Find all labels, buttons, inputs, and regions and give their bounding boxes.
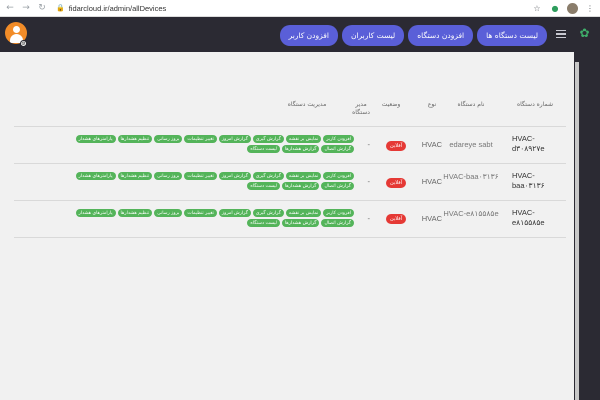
action-chip-button[interactable]: نمایش بر نقشه [285, 172, 322, 180]
action-chip-button[interactable]: گزارش اتصال [321, 182, 354, 190]
action-chip-button[interactable]: گزارش امروز [218, 135, 251, 143]
status-badge: آفلاین [386, 214, 406, 224]
header-type: نوع [427, 101, 437, 108]
header-device-number: شماره دستگاه [516, 101, 554, 108]
device-type: HVAC [421, 214, 442, 223]
main-content: شماره دستگاه نام دستگاه نوع وضعیت مدیر د… [0, 52, 572, 400]
device-name: HVAC-e۸۱۵۵۸۵e [443, 209, 499, 218]
action-chip-button[interactable]: پارامترهای هشدار [75, 172, 116, 180]
action-chip-button[interactable]: پارامترهای هشدار [75, 209, 116, 217]
action-chip-button[interactable]: گزارش هشدارها [281, 182, 320, 190]
action-chip-button[interactable]: گزارش گیری [252, 135, 284, 143]
device-number: HVAC-baa۰۳۱۳۶ [512, 171, 545, 190]
forward-arrow-icon[interactable]: → [22, 3, 30, 13]
action-chip-button[interactable]: افزودن کاربر [323, 209, 354, 217]
nav-user-list-button[interactable]: لیست کاربران [341, 25, 405, 46]
action-chip-button[interactable]: بروز رسانی [154, 135, 183, 143]
more-menu-icon[interactable]: ⋮ [586, 3, 594, 13]
nav-device-list-button[interactable]: لیست دستگاه ها [477, 25, 547, 46]
action-chip-button[interactable]: لیست دستگاه [247, 182, 280, 190]
nav-add-user-button[interactable]: افزودن کاربر [279, 25, 338, 46]
action-chip-button[interactable]: گزارش گیری [252, 172, 284, 180]
header-management: مدیریت دستگاه [287, 101, 327, 108]
address-bar[interactable]: fidarcloud.ir/admin/allDevices [68, 3, 167, 13]
action-chip-button[interactable]: تغییر تنظیمات [184, 209, 217, 217]
table-header: شماره دستگاه نام دستگاه نوع وضعیت مدیر د… [14, 95, 566, 127]
action-chip-button[interactable]: گزارش گیری [252, 209, 284, 217]
browser-toolbar: ← → ↻ 🔒 fidarcloud.ir/admin/allDevices ☆… [0, 0, 600, 17]
status-badge: آفلاین [386, 178, 406, 188]
device-name: edareye sabt [449, 140, 493, 149]
action-chip-button[interactable]: افزودن کاربر [323, 135, 354, 143]
action-chip-button[interactable]: گزارش هشدارها [281, 219, 320, 227]
app-header: ⚙ لیست دستگاه ها افزودن دستگاه لیست کارب… [0, 17, 574, 52]
devices-table: شماره دستگاه نام دستگاه نوع وضعیت مدیر د… [14, 95, 566, 238]
app-logo-icon: ✿ [579, 26, 590, 40]
device-name: HVAC-baa۰۳۱۳۶ [443, 172, 499, 181]
action-chip-button[interactable]: لیست دستگاه [247, 145, 280, 153]
device-type: HVAC [421, 177, 442, 186]
device-number: HVAC-d۳۰۸۹۲۷e [512, 134, 545, 153]
action-chip-button[interactable]: نمایش بر نقشه [285, 209, 322, 217]
browser-profile-avatar[interactable] [567, 2, 578, 14]
header-status: وضعیت [381, 101, 401, 108]
action-chip-button[interactable]: لیست دستگاه [247, 219, 280, 227]
action-chip-button[interactable]: گزارش هشدارها [281, 145, 320, 153]
hamburger-menu-icon[interactable] [556, 30, 566, 38]
extension-icon[interactable]: ● [551, 3, 559, 13]
header-nav: لیست دستگاه ها افزودن دستگاه لیست کاربرا… [279, 25, 547, 46]
device-manager: - [367, 214, 371, 223]
nav-add-device-button[interactable]: افزودن دستگاه [408, 25, 474, 46]
action-chip-button[interactable]: گزارش اتصال [321, 219, 354, 227]
device-manager: - [367, 140, 371, 149]
action-chip-button[interactable]: بروز رسانی [154, 172, 183, 180]
reload-icon[interactable]: ↻ [38, 3, 46, 13]
sidebar: ✿ [574, 17, 600, 400]
action-chip-button[interactable]: بروز رسانی [154, 209, 183, 217]
user-avatar-icon[interactable] [5, 22, 27, 44]
device-number: HVAC-e۸۱۵۵۸۵e [512, 208, 545, 227]
action-chip-button[interactable]: تنظیم هشدارها [117, 135, 153, 143]
back-arrow-icon[interactable]: ← [6, 3, 14, 13]
action-chip-button[interactable]: تغییر تنظیمات [184, 172, 217, 180]
star-icon[interactable]: ☆ [533, 3, 541, 13]
lock-icon: 🔒 [56, 4, 65, 12]
action-chip-button[interactable]: تنظیم هشدارها [117, 209, 153, 217]
action-chip-button[interactable]: گزارش امروز [218, 209, 251, 217]
header-manager: مدیر دستگاه [352, 101, 370, 116]
action-chip-button[interactable]: افزودن کاربر [323, 172, 354, 180]
table-row: HVAC-baa۰۳۱۳۶ HVAC-baa۰۳۱۳۶ HVAC آفلاین … [14, 164, 566, 201]
settings-badge-icon[interactable]: ⚙ [20, 40, 27, 47]
action-chip-button[interactable]: گزارش امروز [218, 172, 251, 180]
device-actions: افزودن کاربر نمایش بر نقشه گزارش گیری گزارش… [44, 135, 354, 153]
device-type: HVAC [421, 140, 442, 149]
table-row: HVAC-e۸۱۵۵۸۵e HVAC-e۸۱۵۵۸۵e HVAC آفلاین … [14, 201, 566, 238]
scrollbar[interactable] [575, 62, 579, 400]
action-chip-button[interactable]: پارامترهای هشدار [75, 135, 116, 143]
action-chip-button[interactable]: گزارش اتصال [321, 145, 354, 153]
table-row: HVAC-d۳۰۸۹۲۷e edareye sabt HVAC آفلاین -… [14, 127, 566, 164]
status-badge: آفلاین [386, 141, 406, 151]
action-chip-button[interactable]: تنظیم هشدارها [117, 172, 153, 180]
device-actions: افزودن کاربر نمایش بر نقشه گزارش گیری گزارش… [44, 172, 354, 190]
action-chip-button[interactable]: تغییر تنظیمات [184, 135, 217, 143]
action-chip-button[interactable]: نمایش بر نقشه [285, 135, 322, 143]
device-actions: افزودن کاربر نمایش بر نقشه گزارش گیری گزارش… [44, 209, 354, 227]
device-manager: - [367, 177, 371, 186]
header-device-name: نام دستگاه [457, 101, 485, 108]
